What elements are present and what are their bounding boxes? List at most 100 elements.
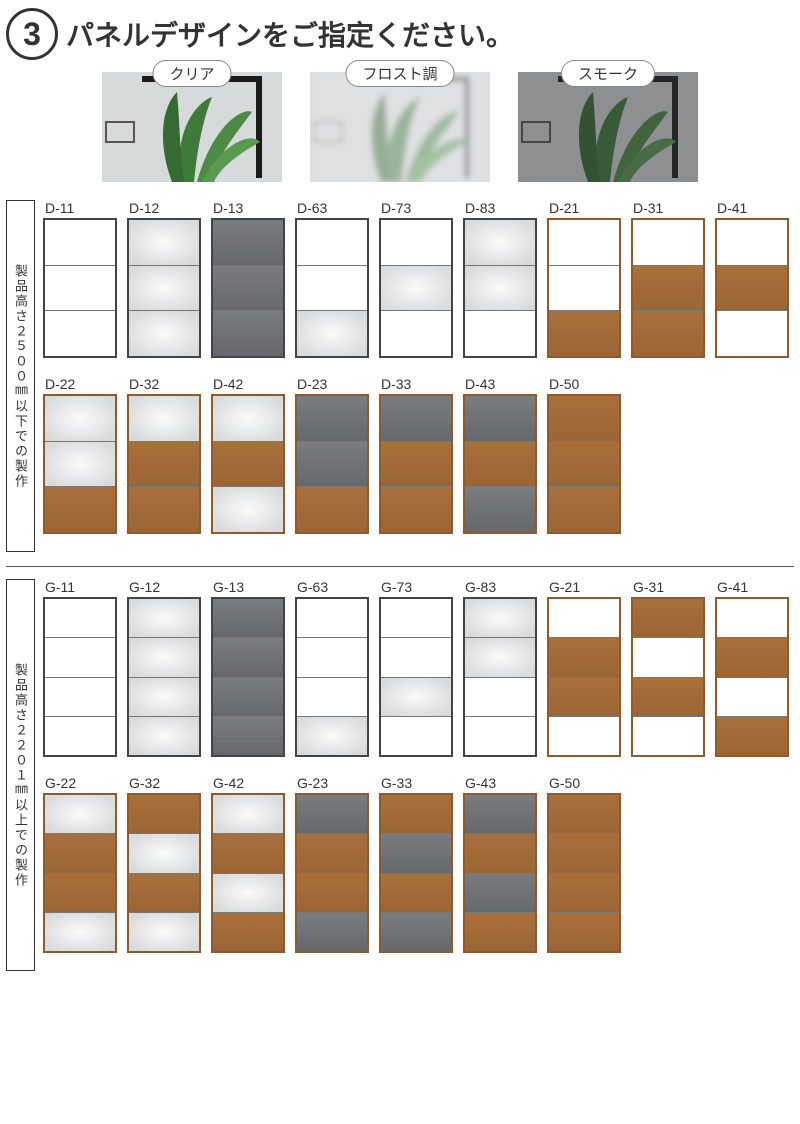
panel-option-g-11[interactable]: G-11 bbox=[43, 579, 117, 757]
panel-thumbnail bbox=[127, 597, 201, 757]
panel-option-d-83[interactable]: D-83 bbox=[463, 200, 537, 358]
panel-segment bbox=[213, 678, 283, 717]
panel-row: G-11 G-12 G-13 G-63 G-73 G-83 G-21 G-31G-41 bbox=[43, 579, 794, 757]
panel-code-label: D-13 bbox=[211, 200, 285, 216]
finish-label: クリア bbox=[152, 60, 231, 87]
panel-segment bbox=[465, 220, 535, 266]
panel-segment bbox=[45, 678, 115, 717]
panel-thumbnail bbox=[295, 394, 369, 534]
finish-label: スモーク bbox=[561, 60, 655, 87]
panel-option-g-23[interactable]: G-23 bbox=[295, 775, 369, 953]
panel-code-label: G-83 bbox=[463, 579, 537, 595]
panel-option-g-43[interactable]: G-43 bbox=[463, 775, 537, 953]
panel-row: D-22 D-32 D-42D-23D-33D-43 D-50 bbox=[43, 376, 794, 534]
panel-segment bbox=[297, 311, 367, 356]
panel-code-label: G-63 bbox=[295, 579, 369, 595]
panel-code-label: G-12 bbox=[127, 579, 201, 595]
panel-segment bbox=[213, 266, 283, 312]
panel-code-label: D-50 bbox=[547, 376, 621, 392]
panel-segment bbox=[549, 795, 619, 834]
panel-option-g-73[interactable]: G-73 bbox=[379, 579, 453, 757]
panel-segment bbox=[129, 396, 199, 442]
panel-segment bbox=[45, 874, 115, 913]
panel-option-d-63[interactable]: D-63 bbox=[295, 200, 369, 358]
panel-thumbnail bbox=[547, 218, 621, 358]
panel-option-g-33[interactable]: G-33 bbox=[379, 775, 453, 953]
panel-code-label: D-32 bbox=[127, 376, 201, 392]
panel-thumbnail bbox=[631, 597, 705, 757]
panel-segment bbox=[213, 795, 283, 834]
panel-option-g-22[interactable]: G-22 bbox=[43, 775, 117, 953]
panel-segment bbox=[129, 834, 199, 873]
panel-segment bbox=[381, 442, 451, 488]
panel-option-d-31[interactable]: D-31 bbox=[631, 200, 705, 358]
panel-code-label: D-31 bbox=[631, 200, 705, 216]
panel-segment bbox=[213, 834, 283, 873]
panel-segment bbox=[465, 913, 535, 951]
panel-option-d-32[interactable]: D-32 bbox=[127, 376, 201, 534]
panel-segment bbox=[129, 311, 199, 356]
panel-option-d-41[interactable]: D-41 bbox=[715, 200, 789, 358]
panel-thumbnail bbox=[127, 394, 201, 534]
panel-segment bbox=[465, 874, 535, 913]
panel-code-label: G-50 bbox=[547, 775, 621, 791]
panel-option-g-31[interactable]: G-31 bbox=[631, 579, 705, 757]
panel-option-d-22[interactable]: D-22 bbox=[43, 376, 117, 534]
panel-segment bbox=[381, 717, 451, 755]
panel-option-d-13[interactable]: D-13 bbox=[211, 200, 285, 358]
panel-option-g-41[interactable]: G-41 bbox=[715, 579, 789, 757]
panel-option-d-73[interactable]: D-73 bbox=[379, 200, 453, 358]
panel-thumbnail bbox=[463, 394, 537, 534]
panel-segment bbox=[381, 396, 451, 442]
panel-option-g-12[interactable]: G-12 bbox=[127, 579, 201, 757]
panel-segment bbox=[297, 638, 367, 677]
panel-option-d-23[interactable]: D-23 bbox=[295, 376, 369, 534]
panel-segment bbox=[129, 678, 199, 717]
panel-segment bbox=[381, 638, 451, 677]
panel-segment bbox=[549, 913, 619, 951]
panel-option-g-42[interactable]: G-42 bbox=[211, 775, 285, 953]
finish-card-clear: クリア bbox=[102, 72, 282, 182]
panel-code-label: G-73 bbox=[379, 579, 453, 595]
panel-segment bbox=[129, 442, 199, 488]
panel-option-g-21[interactable]: G-21 bbox=[547, 579, 621, 757]
panel-code-label: G-33 bbox=[379, 775, 453, 791]
panel-segment bbox=[465, 266, 535, 312]
panel-option-g-13[interactable]: G-13 bbox=[211, 579, 285, 757]
panel-segment bbox=[297, 717, 367, 755]
panel-segment bbox=[549, 396, 619, 442]
panel-option-d-33[interactable]: D-33 bbox=[379, 376, 453, 534]
panel-segment bbox=[297, 834, 367, 873]
panel-code-label: G-22 bbox=[43, 775, 117, 791]
panel-option-d-12[interactable]: D-12 bbox=[127, 200, 201, 358]
panel-segment bbox=[213, 913, 283, 951]
panel-segment bbox=[381, 795, 451, 834]
panel-segment bbox=[129, 599, 199, 638]
panel-option-d-11[interactable]: D-11 bbox=[43, 200, 117, 358]
panel-segment bbox=[465, 487, 535, 532]
panel-code-label: G-21 bbox=[547, 579, 621, 595]
panel-option-g-32[interactable]: G-32 bbox=[127, 775, 201, 953]
panel-code-label: G-11 bbox=[43, 579, 117, 595]
panel-option-g-63[interactable]: G-63 bbox=[295, 579, 369, 757]
panel-segment bbox=[213, 487, 283, 532]
panel-segment bbox=[213, 442, 283, 488]
panel-option-d-21[interactable]: D-21 bbox=[547, 200, 621, 358]
panel-option-d-43[interactable]: D-43 bbox=[463, 376, 537, 534]
panel-code-label: D-73 bbox=[379, 200, 453, 216]
panel-segment bbox=[45, 220, 115, 266]
panel-segment bbox=[129, 717, 199, 755]
panel-segment bbox=[297, 678, 367, 717]
panel-segment bbox=[381, 913, 451, 951]
panel-thumbnail bbox=[379, 218, 453, 358]
panel-option-g-83[interactable]: G-83 bbox=[463, 579, 537, 757]
panel-thumbnail bbox=[127, 218, 201, 358]
panel-thumbnail bbox=[547, 394, 621, 534]
panel-thumbnail bbox=[127, 793, 201, 953]
panel-code-label: G-43 bbox=[463, 775, 537, 791]
panel-segment bbox=[381, 311, 451, 356]
panel-option-d-42[interactable]: D-42 bbox=[211, 376, 285, 534]
panel-segment bbox=[717, 717, 787, 755]
panel-option-g-50[interactable]: G-50 bbox=[547, 775, 621, 953]
panel-option-d-50[interactable]: D-50 bbox=[547, 376, 621, 534]
